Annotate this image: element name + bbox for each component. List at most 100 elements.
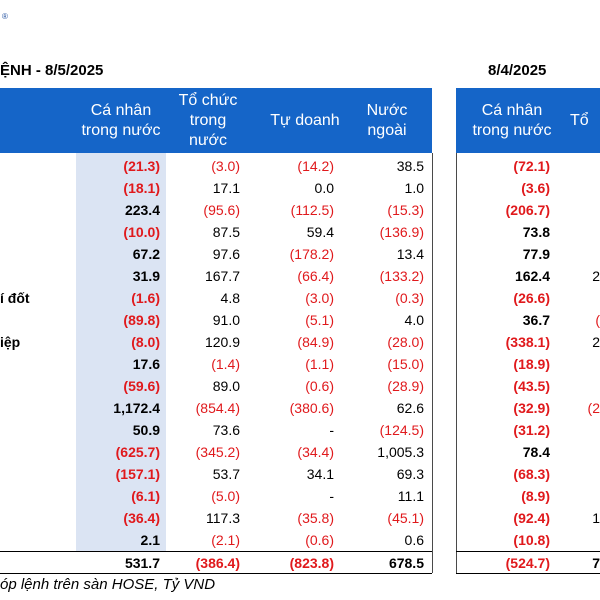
footnote: óp lệnh trên sàn HOSE, Tỷ VND	[0, 576, 216, 593]
cell-left-2: (112.5)	[290, 202, 334, 218]
cell-left-2: (178.2)	[289, 246, 334, 262]
cell-left-1: (95.6)	[203, 202, 240, 218]
cell-right-0: (26.6)	[513, 290, 550, 306]
table-row: 67.2 97.6 (178.2) 13.4 77.9	[0, 243, 600, 265]
cell-left-1: 97.6	[212, 246, 240, 262]
cell-left-1: 89.0	[212, 378, 240, 394]
right-header-bar: Cá nhân trong nước Tổ	[456, 88, 600, 153]
table-row: (10.0) 87.5 59.4 (136.9) 73.8	[0, 221, 600, 243]
table-row: (18.1) 17.1 0.0 1.0 (3.6)	[0, 177, 600, 199]
cell-right-0: (18.9)	[513, 356, 550, 372]
cell-left-2: (5.1)	[305, 312, 334, 328]
cell-left-2: (35.8)	[297, 510, 334, 526]
table-row: 2.1 (2.1) (0.6) 0.6 (10.8)	[0, 529, 600, 551]
cell-left-2: 0.0	[314, 180, 334, 196]
cell-right-1: 2	[592, 268, 600, 284]
table-row: (21.3) (3.0) (14.2) 38.5 (72.1)	[0, 155, 600, 177]
cell-left-1: 4.8	[220, 290, 240, 306]
cell-left-2: (34.4)	[297, 444, 334, 460]
cell-left-1: (3.0)	[211, 158, 240, 174]
cell-right-0: (3.6)	[521, 180, 550, 196]
total-left-1: (386.4)	[195, 555, 240, 571]
cell-left-2: (0.6)	[305, 532, 334, 548]
cell-left-1: (5.0)	[211, 488, 240, 504]
cell-left-0: 223.4	[124, 202, 160, 218]
total-left-3: 678.5	[388, 555, 424, 571]
table-row: (6.1) (5.0) - 11.1 (8.9)	[0, 485, 600, 507]
cell-left-1: 117.3	[206, 510, 240, 526]
cell-left-3: (28.0)	[387, 334, 424, 350]
cell-left-3: 1,005.3	[377, 444, 424, 460]
left-table-title: ỆNH - 8/5/2025	[0, 62, 104, 79]
cell-left-2: -	[329, 488, 334, 504]
header-ca-nhan: Cá nhân trong nước	[81, 101, 161, 139]
table-row: í đốt (1.6) 4.8 (3.0) (0.3) (26.6)	[0, 287, 600, 309]
cell-left-2: (66.4)	[297, 268, 334, 284]
cell-left-3: (15.3)	[387, 202, 424, 218]
cell-left-0: 31.9	[132, 268, 160, 284]
cell-right-0: 162.4	[514, 268, 550, 284]
cell-left-2: 34.1	[306, 466, 334, 482]
cell-left-2: (0.6)	[305, 378, 334, 394]
cell-left-1: (854.4)	[195, 400, 240, 416]
cell-right-0: (8.9)	[521, 488, 550, 504]
cell-right-0: (43.5)	[513, 378, 550, 394]
table-row: (59.6) 89.0 (0.6) (28.9) (43.5)	[0, 375, 600, 397]
cell-left-3: (124.5)	[379, 422, 424, 438]
cell-left-0: 2.1	[140, 532, 160, 548]
header-right-ca-nhan: Cá nhân trong nước	[472, 101, 552, 139]
cell-right-0: (206.7)	[505, 202, 550, 218]
table-row: 1,172.4 (854.4) (380.6) 62.6 (32.9) (2	[0, 397, 600, 419]
total-top-border-right	[456, 551, 600, 552]
cell-left-0: (10.0)	[123, 224, 160, 240]
cell-left-3: (133.2)	[379, 268, 424, 284]
row-label: í đốt	[0, 290, 30, 306]
table-row: 17.6 (1.4) (1.1) (15.0) (18.9)	[0, 353, 600, 375]
highlight-column	[76, 153, 166, 551]
cell-left-2: -	[329, 422, 334, 438]
cell-right-0: (92.4)	[513, 510, 550, 526]
total-right-1: 7	[592, 555, 600, 571]
cell-right-0: 77.9	[522, 246, 550, 262]
cell-left-2: (380.6)	[289, 400, 334, 416]
header-to-chuc: Tổ chức trong nước	[178, 91, 238, 149]
cell-left-1: (1.4)	[211, 356, 240, 372]
cell-right-1: 1	[592, 510, 600, 526]
logo-mark: ®	[2, 12, 8, 21]
cell-left-1: 91.0	[212, 312, 240, 328]
cell-left-2: (14.2)	[297, 158, 334, 174]
cell-right-1: (	[595, 312, 600, 328]
cell-left-0: (8.0)	[131, 334, 160, 350]
cell-left-3: 69.3	[396, 466, 424, 482]
left-header-bar: Cá nhân trong nước Tổ chức trong nước Tự…	[0, 88, 432, 153]
cell-left-0: (1.6)	[131, 290, 160, 306]
cell-right-0: (32.9)	[513, 400, 550, 416]
cell-left-1: 53.7	[212, 466, 240, 482]
header-nuoc-ngoai: Nước ngoài	[366, 101, 408, 139]
right-table-left-border	[456, 153, 457, 573]
cell-left-0: (625.7)	[115, 444, 160, 460]
cell-left-1: 17.1	[212, 180, 240, 196]
total-top-border-left	[0, 551, 432, 552]
cell-left-0: 1,172.4	[113, 400, 160, 416]
cell-left-3: 1.0	[404, 180, 424, 196]
cell-right-0: (10.8)	[513, 532, 550, 548]
cell-left-0: 17.6	[132, 356, 160, 372]
cell-left-3: (45.1)	[387, 510, 424, 526]
total-left-2: (823.8)	[289, 555, 334, 571]
cell-right-0: 36.7	[522, 312, 550, 328]
cell-left-0: (59.6)	[123, 378, 160, 394]
total-left-0: 531.7	[124, 555, 160, 571]
cell-left-3: 11.1	[397, 488, 424, 504]
right-table-title: 8/4/2025	[488, 62, 547, 79]
cell-right-1: (2	[587, 400, 600, 416]
cell-right-0: (72.1)	[513, 158, 550, 174]
cell-left-2: (1.1)	[305, 356, 334, 372]
table-row: (36.4) 117.3 (35.8) (45.1) (92.4) 1	[0, 507, 600, 529]
cell-right-0: 73.8	[522, 224, 550, 240]
cell-left-1: (345.2)	[195, 444, 240, 460]
cell-left-1: (2.1)	[211, 532, 240, 548]
row-label: iệp	[0, 334, 21, 350]
cell-left-0: (6.1)	[131, 488, 160, 504]
cell-left-0: 50.9	[132, 422, 160, 438]
